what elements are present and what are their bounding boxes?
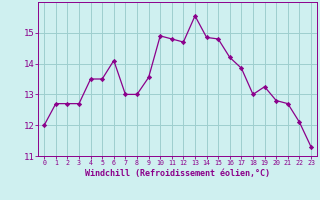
X-axis label: Windchill (Refroidissement éolien,°C): Windchill (Refroidissement éolien,°C) [85,169,270,178]
